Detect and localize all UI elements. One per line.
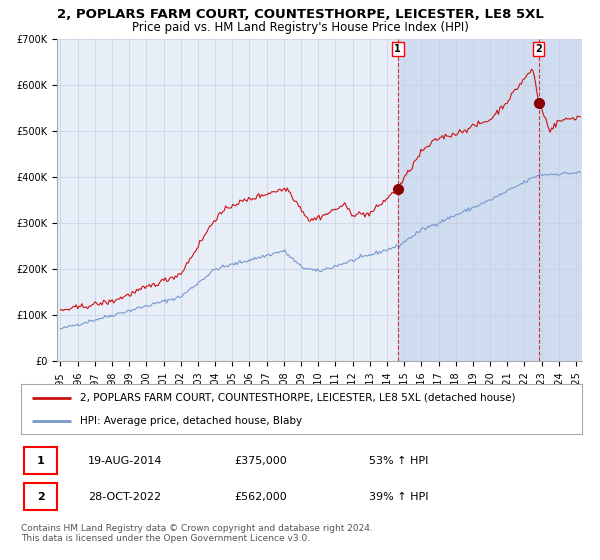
- Text: 2: 2: [37, 492, 44, 502]
- Text: 1: 1: [37, 455, 44, 465]
- Bar: [24, 483, 58, 511]
- Text: HPI: Average price, detached house, Blaby: HPI: Average price, detached house, Blab…: [80, 417, 302, 426]
- Text: 2, POPLARS FARM COURT, COUNTESTHORPE, LEICESTER, LE8 5XL (detached house): 2, POPLARS FARM COURT, COUNTESTHORPE, LE…: [80, 393, 515, 403]
- Text: 53% ↑ HPI: 53% ↑ HPI: [369, 455, 428, 465]
- Text: 2, POPLARS FARM COURT, COUNTESTHORPE, LEICESTER, LE8 5XL: 2, POPLARS FARM COURT, COUNTESTHORPE, LE…: [56, 8, 544, 21]
- Bar: [24, 447, 58, 474]
- Text: £375,000: £375,000: [234, 455, 287, 465]
- Text: 1: 1: [394, 44, 401, 54]
- Text: 19-AUG-2014: 19-AUG-2014: [88, 455, 163, 465]
- Text: 2: 2: [535, 44, 542, 54]
- Bar: [398, 39, 598, 361]
- Text: 39% ↑ HPI: 39% ↑ HPI: [369, 492, 428, 502]
- Text: 28-OCT-2022: 28-OCT-2022: [88, 492, 161, 502]
- Text: Contains HM Land Registry data © Crown copyright and database right 2024.
This d: Contains HM Land Registry data © Crown c…: [21, 524, 373, 543]
- Text: £562,000: £562,000: [234, 492, 287, 502]
- Text: Price paid vs. HM Land Registry's House Price Index (HPI): Price paid vs. HM Land Registry's House …: [131, 21, 469, 34]
